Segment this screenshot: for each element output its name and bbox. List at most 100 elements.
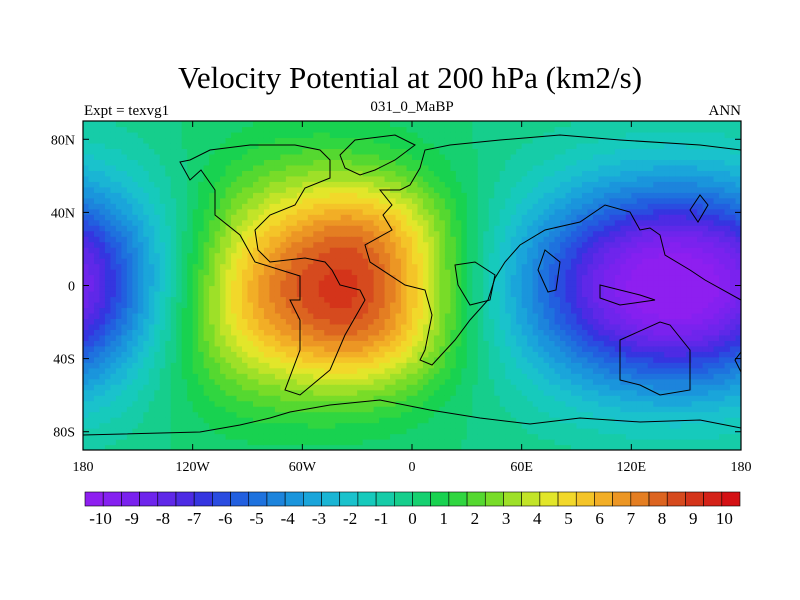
field-cell <box>428 121 435 128</box>
field-cell <box>181 164 188 171</box>
field-cell <box>258 301 265 309</box>
field-cell <box>466 406 473 413</box>
field-cell <box>477 428 484 435</box>
field-cell <box>247 280 254 287</box>
field-cell <box>444 290 451 298</box>
field-cell <box>439 148 446 155</box>
field-cell <box>466 389 473 396</box>
field-cell <box>143 307 150 314</box>
field-cell <box>176 296 183 303</box>
field-cell <box>516 214 523 221</box>
field-cell <box>494 334 501 341</box>
field-cell <box>121 395 128 402</box>
field-cell <box>313 214 320 221</box>
field-cell <box>192 203 199 210</box>
field-cell <box>488 406 495 413</box>
field-cell <box>192 384 199 391</box>
field-cell <box>412 411 419 418</box>
field-cell <box>165 422 172 429</box>
field-cell <box>532 241 539 248</box>
field-cell <box>291 280 298 287</box>
field-cell <box>115 345 122 352</box>
field-cell <box>126 274 133 281</box>
field-cell <box>450 241 457 248</box>
field-cell <box>165 219 172 226</box>
field-cell <box>329 422 336 429</box>
field-cell <box>313 301 320 309</box>
field-cell <box>121 356 128 363</box>
field-cell <box>198 400 205 407</box>
field-cell <box>340 142 347 150</box>
field-cell <box>499 208 506 215</box>
field-cell <box>412 444 419 450</box>
field-cell <box>390 373 397 380</box>
field-cell <box>209 439 216 446</box>
field-cell <box>291 121 298 128</box>
field-cell <box>521 351 528 358</box>
field-cell <box>170 307 177 314</box>
field-cell <box>488 296 495 303</box>
field-cell <box>505 131 512 139</box>
field-cell <box>280 439 287 446</box>
field-cell <box>214 356 221 363</box>
field-cell <box>99 121 106 128</box>
field-cell <box>532 395 539 402</box>
field-cell <box>318 296 325 303</box>
field-cell <box>83 340 90 347</box>
field-cell <box>488 367 495 374</box>
field-cell <box>466 384 473 391</box>
field-cell <box>231 247 238 254</box>
field-cell <box>220 340 227 347</box>
field-cell <box>466 142 473 150</box>
field-cell <box>88 148 95 155</box>
field-cell <box>384 422 391 429</box>
field-cell <box>329 290 336 298</box>
field-cell <box>412 422 419 429</box>
field-cell <box>373 301 380 309</box>
field-cell <box>538 417 545 424</box>
field-cell <box>115 444 122 450</box>
field-cell <box>99 378 106 385</box>
field-cell <box>379 345 386 352</box>
field-cell <box>225 192 232 199</box>
field-cell <box>214 296 221 303</box>
field-cell <box>472 428 479 435</box>
field-cell <box>148 323 155 330</box>
field-cell <box>242 214 249 221</box>
field-cell <box>159 208 166 215</box>
field-cell <box>433 323 441 330</box>
field-cell <box>527 121 534 128</box>
field-cell <box>384 307 391 314</box>
field-cell <box>236 400 243 407</box>
field-cell <box>516 395 523 402</box>
field-cell <box>466 230 473 237</box>
field-cell <box>428 373 435 380</box>
field-cell <box>296 433 303 440</box>
field-cell <box>373 142 380 150</box>
field-cell <box>499 230 506 237</box>
field-cell <box>324 334 331 341</box>
field-cell <box>439 137 446 144</box>
field-cell <box>532 208 539 215</box>
field-cell <box>252 345 260 352</box>
field-cell <box>401 356 408 363</box>
field-cell <box>477 356 484 363</box>
field-cell <box>324 312 331 319</box>
field-cell <box>428 384 435 391</box>
field-cell <box>285 334 292 341</box>
field-cell <box>110 389 117 396</box>
field-cell <box>483 121 490 128</box>
field-cell <box>269 208 276 215</box>
field-cell <box>466 362 473 369</box>
field-cell <box>242 236 249 243</box>
field-cell <box>225 378 232 385</box>
field-cell <box>225 367 232 374</box>
field-cell <box>494 159 501 166</box>
field-cell <box>362 225 369 232</box>
field-cell <box>143 137 150 144</box>
field-cell <box>187 318 194 325</box>
field-cell <box>494 422 501 429</box>
field-cell <box>296 197 303 204</box>
field-cell <box>252 433 260 440</box>
field-cell <box>472 192 479 199</box>
